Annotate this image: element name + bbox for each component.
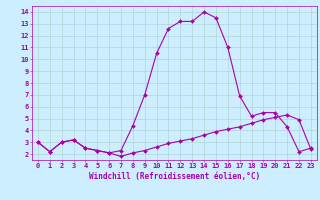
X-axis label: Windchill (Refroidissement éolien,°C): Windchill (Refroidissement éolien,°C) (89, 172, 260, 181)
